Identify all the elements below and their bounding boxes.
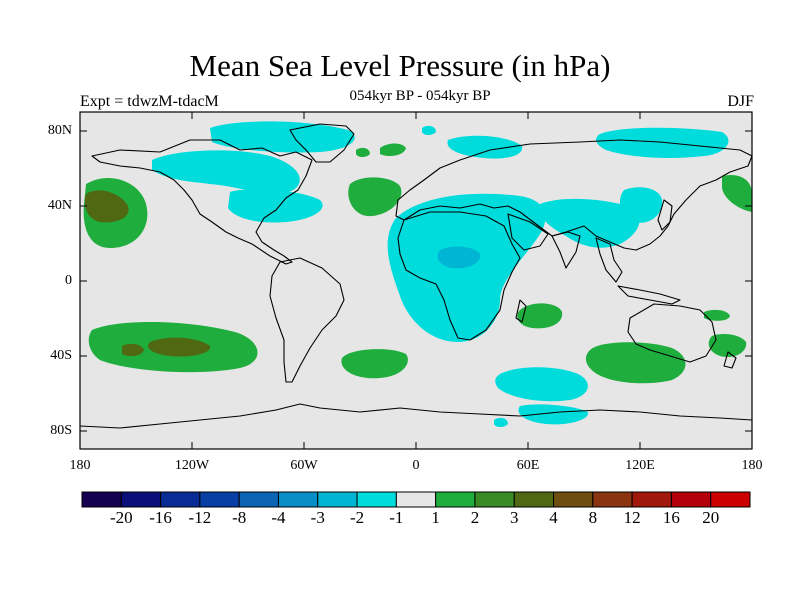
colorbar-swatch [160, 491, 201, 508]
colorbar-swatch [670, 491, 712, 508]
colorbar-swatch [199, 491, 240, 508]
arctic-low-4 [422, 125, 436, 135]
coast-eurasia [395, 139, 753, 251]
colorbar-label: -3 [310, 508, 325, 527]
coast-africa [397, 211, 521, 341]
colorbar-swatch [238, 491, 279, 508]
north-atlantic-high [348, 177, 402, 217]
colorbar-label: 4 [549, 508, 558, 527]
southern-ocean-low-2 [518, 404, 589, 425]
coast-india [551, 231, 581, 269]
colorbar-label: 1 [431, 508, 440, 527]
colorbar-swatch [631, 491, 672, 508]
north-america-low-2 [228, 189, 323, 223]
colorbar-swatch [553, 491, 594, 508]
east-asia-low [619, 187, 663, 223]
north-america-low-1 [152, 150, 300, 194]
coast-new-zealand [723, 351, 737, 369]
australia-south-high [708, 334, 747, 358]
arctic-low-2 [447, 135, 523, 159]
colorbar-swatch [513, 491, 555, 508]
tasman-high [704, 309, 730, 321]
colorbar-swatch [474, 491, 515, 508]
coast-madagascar [515, 299, 527, 323]
coast-south-america [269, 257, 345, 383]
colorbar-swatch [81, 491, 122, 508]
lat-tick-label: 0 [65, 273, 72, 288]
arctic-low-3 [596, 127, 729, 158]
coast-japan [657, 199, 673, 231]
coastlines [79, 123, 753, 429]
south-indian-high [585, 342, 686, 384]
colorbar-label: 16 [662, 508, 680, 527]
map-title: Mean Sea Level Pressure (in hPa) [189, 48, 611, 83]
colorbar-label: -20 [109, 508, 133, 527]
africa-core [437, 246, 481, 269]
lat-tick-label: 80N [47, 123, 72, 138]
colorbar-swatch [435, 491, 476, 508]
pacific-east-high [722, 174, 752, 212]
southern-ocean-low [495, 367, 588, 402]
lon-tick-label: 180 [741, 458, 763, 473]
colorbar-label: -1 [389, 508, 404, 527]
coast-se-asia [595, 237, 623, 283]
lat-tick-label: 80S [50, 423, 72, 438]
colorbar-swatch [395, 491, 437, 508]
strong-negative-cores [437, 246, 481, 269]
arctic-green-1 [380, 143, 406, 156]
south-pacific-core-2 [122, 343, 144, 357]
coast-arabia [507, 213, 549, 251]
colorbar-swatch [710, 491, 751, 508]
colorbar-label: 12 [623, 508, 641, 527]
experiment-label: Expt = tdwzM-tdacM [80, 93, 219, 110]
coast-antarctica [79, 403, 753, 429]
southern-ocean-low-3 [494, 417, 508, 427]
colorbar-label: 3 [509, 508, 519, 527]
colorbar-label: -12 [188, 508, 212, 527]
colorbar-swatch [317, 491, 358, 508]
season-label: DJF [727, 93, 754, 110]
coast-north-america [91, 139, 313, 265]
colorbar-label: -2 [349, 508, 365, 527]
arctic-green-2 [356, 147, 370, 157]
lon-tick-label: 120W [174, 458, 210, 473]
colorbar [81, 491, 751, 508]
india-low [539, 198, 640, 248]
axis-ticks [79, 112, 753, 449]
colorbar-label: -4 [271, 508, 286, 527]
lon-tick-label: 60W [290, 458, 318, 473]
arctic-low-1 [210, 121, 355, 153]
colorbar-label: 2 [470, 508, 480, 527]
strong-positive-cores [84, 190, 588, 357]
lon-tick-label: 60E [516, 458, 540, 473]
colorbar-swatch [120, 491, 162, 508]
colorbar-label: -16 [149, 508, 172, 527]
lat-tick-label: 40S [50, 348, 72, 363]
lon-tick-label: 120E [625, 458, 655, 473]
coast-indonesia [617, 285, 681, 305]
south-pacific-core-1 [148, 337, 211, 357]
colorbar-swatch [356, 491, 397, 508]
indian-ocean-high [517, 303, 563, 329]
colorbar-label: -8 [232, 508, 247, 527]
colorbar-swatch [277, 491, 319, 508]
lon-tick-label: 180 [69, 458, 91, 473]
coast-greenland [289, 123, 355, 163]
colorbar-label: 8 [588, 508, 598, 527]
lat-tick-label: 40N [47, 198, 72, 213]
colorbar-swatch [592, 491, 633, 508]
coast-australia [627, 303, 717, 363]
map-subtitle: 054kyr BP - 054kyr BP [349, 88, 491, 104]
south-atlantic-high [341, 349, 408, 379]
north-pacific-core [84, 190, 129, 223]
colorbar-label: 20 [702, 508, 720, 527]
lon-tick-label: 0 [412, 458, 420, 473]
